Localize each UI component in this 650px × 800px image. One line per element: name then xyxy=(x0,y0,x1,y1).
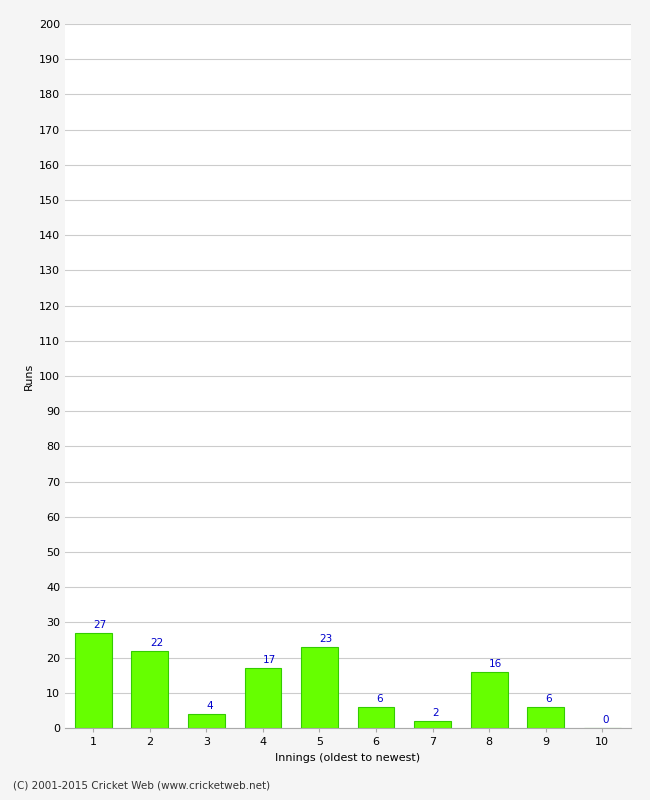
Text: 16: 16 xyxy=(489,659,502,669)
Bar xyxy=(471,672,508,728)
Bar xyxy=(131,650,168,728)
Bar xyxy=(358,707,395,728)
Text: 6: 6 xyxy=(376,694,383,704)
Bar xyxy=(75,633,112,728)
Y-axis label: Runs: Runs xyxy=(23,362,33,390)
Text: 2: 2 xyxy=(433,708,439,718)
Bar xyxy=(414,721,451,728)
Text: (C) 2001-2015 Cricket Web (www.cricketweb.net): (C) 2001-2015 Cricket Web (www.cricketwe… xyxy=(13,781,270,790)
Bar xyxy=(244,668,281,728)
Text: 17: 17 xyxy=(263,655,276,666)
Text: 6: 6 xyxy=(546,694,552,704)
Text: 22: 22 xyxy=(150,638,163,648)
Text: 27: 27 xyxy=(94,620,107,630)
Bar xyxy=(527,707,564,728)
Bar xyxy=(188,714,225,728)
Text: 23: 23 xyxy=(320,634,333,644)
Bar xyxy=(301,647,338,728)
Text: 4: 4 xyxy=(207,701,213,711)
X-axis label: Innings (oldest to newest): Innings (oldest to newest) xyxy=(275,753,421,762)
Text: 0: 0 xyxy=(602,715,608,725)
